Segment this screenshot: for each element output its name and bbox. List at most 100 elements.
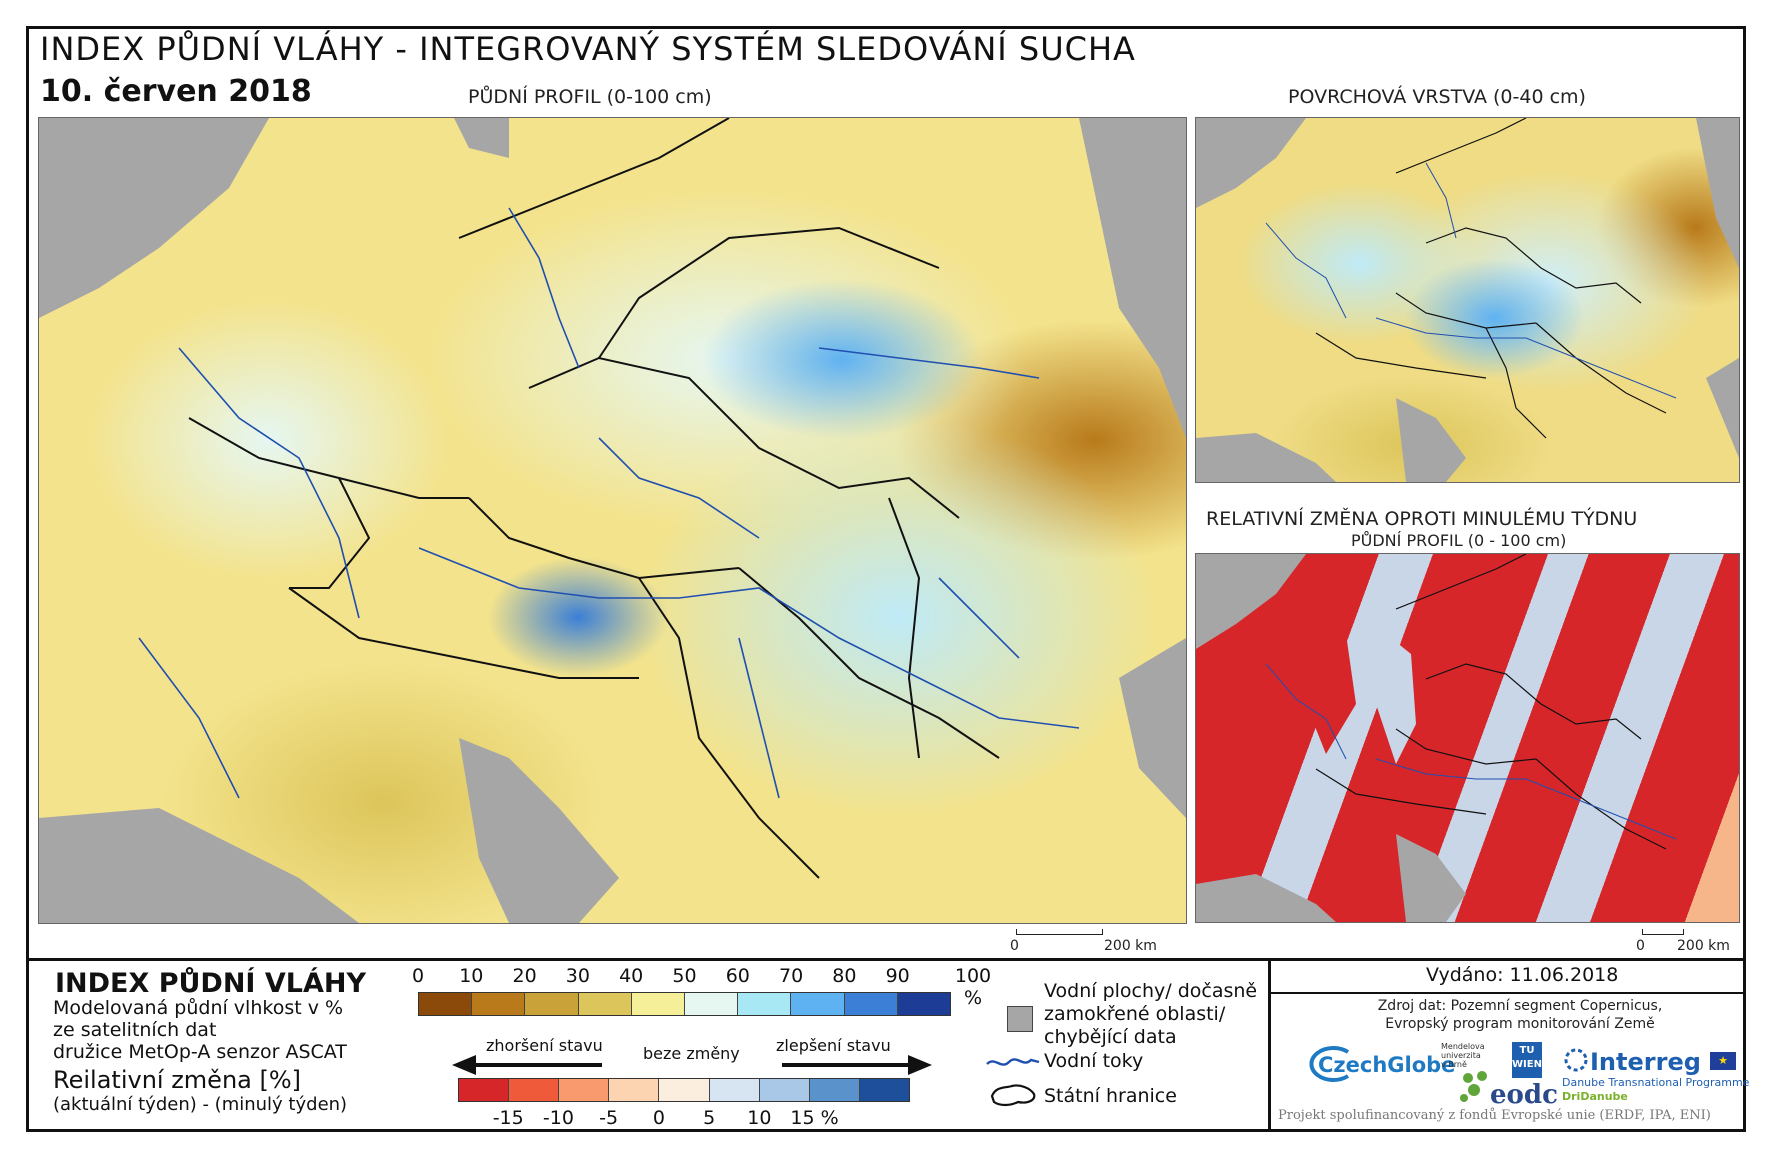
change-map-subcaption: PŮDNÍ PROFIL (0 - 100 cm)	[1351, 531, 1567, 550]
index-tick-label: 10	[459, 965, 484, 987]
legend-divider	[1268, 958, 1271, 1130]
index-tick-label: 40	[619, 965, 644, 987]
change-arrows	[452, 1055, 932, 1075]
change-rivers	[1265, 663, 1677, 840]
index-color-bar	[418, 992, 951, 1016]
worse-arrowhead	[452, 1055, 476, 1075]
change-color-bar	[458, 1078, 910, 1102]
index-bar-cell	[897, 993, 951, 1015]
change-bar-cell	[559, 1079, 610, 1101]
surface-sea-north	[1196, 118, 1306, 208]
legend-desc-2: ze satelitních dat	[53, 1019, 217, 1041]
index-tick-label: 70	[779, 965, 804, 987]
eu-funding-note: Projekt spolufinancovaný z fondů Evropsk…	[1278, 1108, 1711, 1123]
arrow-same-label: beze změny	[643, 1044, 740, 1063]
index-bar-cell	[578, 993, 632, 1015]
change-scale-zero: 0	[1636, 938, 1645, 954]
index-bar-cell	[791, 993, 845, 1015]
main-scale-zero: 0	[1010, 938, 1019, 954]
change-diamond-2	[1376, 634, 1416, 764]
surface-layer-map	[1195, 117, 1740, 483]
main-map-overlay	[39, 118, 1186, 923]
interreg-logo: Interreg	[1590, 1048, 1701, 1076]
sea-north-area	[39, 118, 269, 318]
change-map-caption: RELATIVNÍ ZMĚNA OPROTI MINULÉMU TÝDNU	[1206, 508, 1638, 530]
legend-desc-1: Modelovaná půdní vlhkost v %	[53, 997, 344, 1019]
rivers-label: Vodní toky	[1044, 1050, 1144, 1072]
index-tick-label: 0	[411, 965, 425, 987]
legend-desc-3: družice MetOp-A senzor ASCAT	[53, 1041, 347, 1063]
change-bar-cell	[659, 1079, 710, 1101]
change-tick-label: 10	[747, 1107, 772, 1129]
dridanube-logo: DriDanube	[1562, 1090, 1628, 1103]
index-tick-label: 90	[885, 965, 910, 987]
surface-rivers	[1265, 162, 1677, 399]
index-bar-cell	[525, 993, 579, 1015]
index-bar-cell	[844, 993, 898, 1015]
czechglobe-logo: CzechGlobe	[1318, 1053, 1456, 1077]
surface-black-sea	[1706, 358, 1739, 458]
eu-flag-icon: ★	[1710, 1052, 1736, 1070]
danube-programme-logo: Danube Transnational Programme	[1562, 1076, 1750, 1089]
index-tick-label: 50	[672, 965, 697, 987]
water-bodies-line3: chybějící data	[1044, 1026, 1177, 1048]
sea-baltic-area	[454, 118, 509, 158]
change-tick-label: -5	[599, 1107, 619, 1129]
adriatic-sea-area	[459, 738, 619, 923]
mediterranean-sea-area	[39, 808, 359, 923]
river-legend-icon	[986, 1058, 1040, 1066]
surface-map-overlay	[1196, 118, 1739, 482]
borders-label: Státní hranice	[1044, 1085, 1177, 1107]
main-soil-moisture-map	[38, 117, 1187, 924]
arrow-better-label: zlepšení stavu	[776, 1036, 891, 1055]
change-tick-label: 0	[652, 1107, 665, 1129]
change-sea-north	[1196, 554, 1306, 649]
surface-borders	[1315, 118, 1667, 439]
change-scale-bar	[1642, 929, 1684, 935]
surface-sea-east	[1696, 118, 1739, 268]
index-tick-label: 100 %	[954, 965, 992, 1009]
map-date: 10. červen 2018	[40, 74, 312, 109]
index-tick-label: 30	[565, 965, 590, 987]
change-bar-cell	[609, 1079, 660, 1101]
change-map-overlay	[1196, 554, 1677, 922]
change-bar-cell	[509, 1079, 560, 1101]
index-bar-cell	[631, 993, 686, 1015]
legend-change-title: Reilativní změna [%]	[53, 1066, 302, 1094]
main-scale-bar	[1016, 929, 1103, 935]
surface-map-caption: POVRCHOVÁ VRSTVA (0-40 cm)	[1288, 86, 1586, 108]
arrow-worse-label: zhoršení stavu	[486, 1036, 603, 1055]
change-med	[1196, 874, 1336, 922]
czechglobe-logo-icon	[1309, 1046, 1350, 1082]
black-sea-area	[1119, 638, 1186, 818]
change-bar-cell	[709, 1079, 760, 1101]
change-tick-label: -10	[542, 1107, 574, 1129]
index-bar-cell	[419, 993, 473, 1015]
issued-divider	[1271, 992, 1743, 994]
surface-adriatic	[1396, 398, 1466, 482]
index-tick-label: 60	[725, 965, 750, 987]
change-bar-cell	[459, 1079, 510, 1101]
source-line-1: Zdroj dat: Pozemní segment Copernicus,	[1377, 998, 1663, 1014]
water-bodies-line1: Vodní plochy/ dočasně	[1044, 980, 1258, 1002]
state-borders	[188, 118, 1000, 879]
interreg-swirl-icon	[1564, 1048, 1588, 1072]
change-diamond-1	[1306, 614, 1356, 754]
change-bar-cell	[759, 1079, 810, 1101]
index-bar-cell	[685, 993, 739, 1015]
source-line-2: Evropský program monitorování Země	[1385, 1016, 1655, 1032]
sea-east-area	[1079, 118, 1186, 438]
water-bodies-line2: zamokřené oblasti/	[1044, 1003, 1226, 1025]
change-adriatic	[1396, 834, 1466, 922]
change-bar-cell	[859, 1079, 909, 1101]
index-tick-label: 20	[512, 965, 537, 987]
change-tick-label: 15 %	[790, 1107, 839, 1129]
change-tick-label: 5	[703, 1107, 716, 1129]
border-legend-icon	[990, 1084, 1036, 1107]
issued-date: Vydáno: 11.06.2018	[1426, 964, 1619, 986]
relative-change-map	[1195, 553, 1740, 923]
rivers	[138, 207, 1080, 799]
change-tick-label: -15	[492, 1107, 524, 1129]
main-map-caption: PŮDNÍ PROFIL (0-100 cm)	[468, 86, 712, 108]
change-scale-end: 200 km	[1677, 938, 1730, 954]
